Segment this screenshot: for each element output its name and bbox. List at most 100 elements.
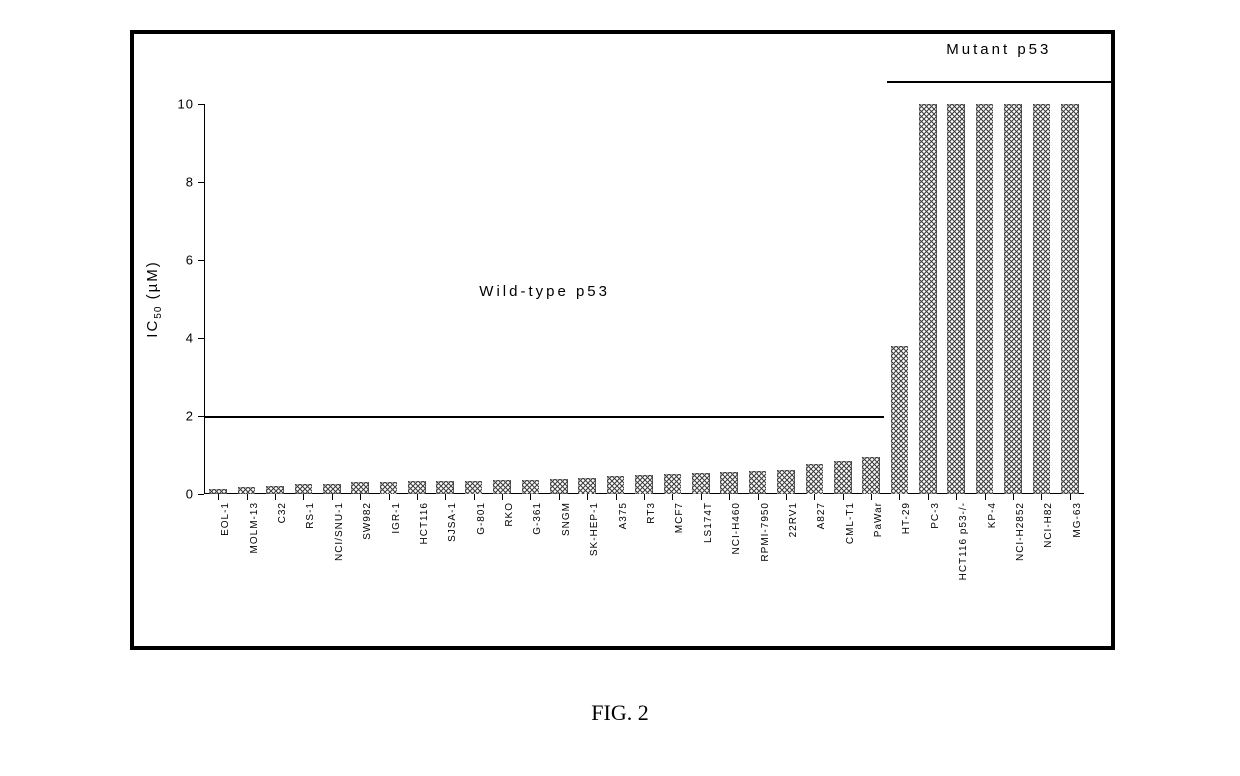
x-tick bbox=[587, 494, 588, 500]
x-tick-label: SJSA-1 bbox=[447, 502, 458, 542]
bar bbox=[862, 457, 880, 494]
group-label: Wild-type p53 bbox=[479, 283, 610, 300]
bar bbox=[323, 484, 341, 494]
bar bbox=[493, 480, 511, 494]
bar bbox=[1033, 104, 1051, 494]
x-tick-label: A827 bbox=[816, 502, 827, 529]
x-tick-label: 22RV1 bbox=[788, 502, 799, 537]
x-tick bbox=[729, 494, 730, 500]
bar bbox=[1004, 104, 1022, 494]
x-tick-label: RS-1 bbox=[305, 502, 316, 529]
x-tick-label: NCI-H460 bbox=[731, 502, 742, 554]
plot-area: IC50 (µM) 0246810EOL-1MOLM-13C32RS-1NCI/… bbox=[204, 104, 1084, 494]
x-tick bbox=[445, 494, 446, 500]
x-tick-label: HCT116 p53-/- bbox=[958, 502, 969, 580]
x-tick bbox=[871, 494, 872, 500]
x-tick-label: MCF7 bbox=[674, 502, 685, 533]
x-tick bbox=[474, 494, 475, 500]
x-tick bbox=[303, 494, 304, 500]
x-tick-label: HT-29 bbox=[901, 502, 912, 534]
chart-frame: IC50 (µM) 0 2 4 6 8 10 EOL-1 MOLM-13 C32 RS-1 NCI/… bbox=[130, 30, 1115, 650]
bar bbox=[947, 104, 965, 494]
x-tick-label: RKO bbox=[504, 502, 515, 527]
x-tick bbox=[758, 494, 759, 500]
x-tick-label: G-361 bbox=[532, 502, 543, 535]
bar bbox=[380, 482, 398, 494]
bar bbox=[1061, 104, 1079, 494]
x-tick bbox=[275, 494, 276, 500]
x-tick-label: HCT116 bbox=[419, 502, 430, 545]
bar bbox=[919, 104, 937, 494]
x-tick bbox=[843, 494, 844, 500]
bar bbox=[238, 487, 256, 494]
x-tick-label: IGR-1 bbox=[391, 502, 402, 534]
bar bbox=[578, 478, 596, 494]
y-axis-label: IC50 (µM) bbox=[144, 260, 164, 337]
y-tick-label: 2 bbox=[186, 409, 204, 424]
x-tick-label: NCI/SNU-1 bbox=[334, 502, 345, 561]
x-tick bbox=[616, 494, 617, 500]
x-tick bbox=[332, 494, 333, 500]
x-tick bbox=[786, 494, 787, 500]
figure-caption: FIG. 2 bbox=[591, 700, 648, 726]
x-tick bbox=[218, 494, 219, 500]
bar bbox=[777, 470, 795, 494]
x-tick bbox=[701, 494, 702, 500]
x-tick-label: RPMI-7950 bbox=[760, 502, 771, 562]
bar bbox=[351, 482, 369, 494]
bar bbox=[635, 475, 653, 495]
x-tick-label: PC-3 bbox=[930, 502, 941, 529]
x-tick bbox=[899, 494, 900, 500]
x-tick-label: MOLM-13 bbox=[249, 502, 260, 553]
bar bbox=[749, 471, 767, 494]
group-line bbox=[205, 416, 883, 418]
y-tick-label: 4 bbox=[186, 331, 204, 346]
x-tick bbox=[1041, 494, 1042, 500]
group-line bbox=[887, 81, 1111, 83]
x-tick bbox=[985, 494, 986, 500]
y-tick-label: 8 bbox=[186, 175, 204, 190]
x-tick bbox=[417, 494, 418, 500]
x-tick-label: SNGM bbox=[561, 502, 572, 536]
x-tick bbox=[644, 494, 645, 500]
x-tick-label: C32 bbox=[277, 502, 288, 523]
bar bbox=[806, 464, 824, 494]
x-tick-label: NCI-H82 bbox=[1043, 502, 1054, 548]
bar bbox=[550, 479, 568, 494]
x-tick bbox=[928, 494, 929, 500]
bar bbox=[465, 481, 483, 494]
x-tick bbox=[247, 494, 248, 500]
x-tick bbox=[1070, 494, 1071, 500]
x-tick-label: CML-T1 bbox=[845, 502, 856, 544]
x-tick-label: A375 bbox=[618, 502, 629, 529]
x-tick bbox=[672, 494, 673, 500]
x-tick-label: KP-4 bbox=[987, 502, 998, 528]
x-tick bbox=[530, 494, 531, 500]
bar bbox=[834, 461, 852, 494]
x-tick-label: G-801 bbox=[476, 502, 487, 535]
bar bbox=[607, 476, 625, 494]
bar bbox=[266, 486, 284, 494]
y-tick-label: 0 bbox=[186, 487, 204, 502]
x-tick-label: SK-HEP-1 bbox=[589, 502, 600, 556]
x-tick bbox=[502, 494, 503, 500]
x-tick bbox=[814, 494, 815, 500]
x-tick-label: PaWar bbox=[873, 502, 884, 537]
x-tick-label: SW982 bbox=[362, 502, 373, 540]
x-tick bbox=[360, 494, 361, 500]
bar bbox=[295, 484, 313, 494]
group-label: Mutant p53 bbox=[946, 41, 1051, 58]
y-axis bbox=[204, 104, 205, 494]
x-tick bbox=[1013, 494, 1014, 500]
bar bbox=[720, 472, 738, 494]
bar bbox=[522, 480, 540, 494]
x-tick-label: EOL-1 bbox=[220, 502, 231, 536]
y-tick-label: 10 bbox=[178, 97, 204, 112]
x-tick-label: MG-63 bbox=[1072, 502, 1083, 538]
y-tick-label: 6 bbox=[186, 253, 204, 268]
x-tick-label: RT3 bbox=[646, 502, 657, 524]
bar bbox=[692, 473, 710, 494]
x-tick-label: NCI-H2852 bbox=[1015, 502, 1026, 561]
bar bbox=[436, 481, 454, 494]
x-tick bbox=[956, 494, 957, 500]
